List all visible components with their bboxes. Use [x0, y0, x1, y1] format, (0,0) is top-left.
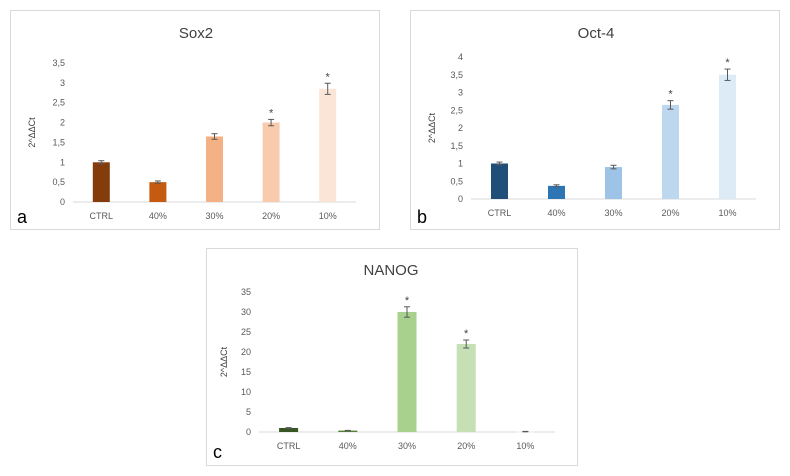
- nanog-y-tick-label: 35: [241, 287, 251, 297]
- oct4-x-tick-label: 10%: [718, 208, 736, 218]
- nanog-chart-panel: NANOG 2^ΔΔCt 0 5 10 15 20 25 30 35 CTRL 40% * 30% * 20%…: [206, 248, 578, 466]
- nanog-significance-marker: *: [405, 295, 410, 307]
- oct4-y-tick-label: 1: [458, 159, 463, 169]
- oct4-y-tick-label: 2: [458, 123, 463, 133]
- sox2-x-tick-label: 40%: [149, 211, 167, 221]
- oct4-bar: [662, 104, 679, 199]
- sox2-x-tick-label: CTRL: [90, 211, 114, 221]
- nanog-y-tick-label: 5: [246, 407, 251, 417]
- nanog-y-tick-label: 20: [241, 347, 251, 357]
- oct4-bar: [491, 163, 508, 199]
- panel-letter-a: a: [17, 207, 28, 227]
- sox2-y-tick-label: 0,5: [52, 177, 65, 187]
- oct4-chart-title: Oct-4: [578, 25, 615, 42]
- sox2-y-tick-label: 2,5: [52, 98, 65, 108]
- sox2-x-tick-label: 10%: [319, 211, 337, 221]
- oct4-x-tick-label: 40%: [547, 208, 565, 218]
- nanog-y-tick-label: 15: [241, 367, 251, 377]
- oct4-bar: [548, 185, 565, 199]
- sox2-significance-marker: *: [269, 107, 274, 119]
- oct4-y-tick-label: 0: [458, 194, 463, 204]
- sox2-y-tick-label: 1,5: [52, 137, 65, 147]
- sox2-bar: [149, 182, 167, 202]
- sox2-chart: Sox2 2^ΔΔCt 0 0,5 1 1,5 2 2,5 3 3,5 CTRL 40% 30% * 20%…: [27, 25, 356, 221]
- nanog-x-tick-label: 40%: [339, 441, 357, 451]
- sox2-y-tick-label: 3,5: [52, 58, 65, 68]
- oct4-x-tick-label: CTRL: [488, 208, 512, 218]
- sox2-y-axis-label: 2^ΔΔCt: [27, 117, 37, 148]
- oct4-significance-marker: *: [668, 89, 673, 101]
- nanog-x-tick-label: 10%: [516, 441, 534, 451]
- oct4-x-tick-label: 20%: [661, 208, 679, 218]
- sox2-significance-marker: *: [326, 71, 331, 83]
- sox2-y-tick-label: 1: [60, 157, 65, 167]
- nanog-y-tick-label: 30: [241, 307, 251, 317]
- oct4-y-tick-label: 3: [458, 88, 463, 98]
- nanog-y-tick-label: 25: [241, 327, 251, 337]
- nanog-chart-title: NANOG: [363, 262, 418, 279]
- oct4-bar: [605, 167, 622, 199]
- sox2-chart-title: Sox2: [179, 25, 213, 42]
- nanog-bar: [397, 312, 417, 432]
- sox2-x-tick-label: 30%: [205, 211, 223, 221]
- nanog-y-tick-label: 0: [246, 427, 251, 437]
- sox2-chart-panel: Sox2 2^ΔΔCt 0 0,5 1 1,5 2 2,5 3 3,5 CTRL 40% 30% * 20%…: [10, 10, 380, 230]
- nanog-bar: [279, 428, 299, 432]
- nanog-bar: [456, 344, 476, 432]
- sox2-bar: [262, 122, 280, 202]
- sox2-x-tick-label: 20%: [262, 211, 280, 221]
- nanog-x-tick-label: 20%: [457, 441, 475, 451]
- panel-letter-c: c: [213, 442, 222, 462]
- oct4-y-tick-label: 3,5: [450, 70, 463, 80]
- nanog-significance-marker: *: [464, 328, 469, 340]
- oct4-y-tick-label: 0,5: [450, 176, 463, 186]
- oct4-bar: [719, 74, 736, 199]
- sox2-bar: [319, 88, 337, 202]
- nanog-x-tick-label: CTRL: [277, 441, 301, 451]
- nanog-y-tick-label: 10: [241, 387, 251, 397]
- sox2-y-tick-label: 2: [60, 118, 65, 128]
- oct4-y-axis-label: 2^ΔΔCt: [427, 112, 437, 143]
- nanog-x-tick-label: 30%: [398, 441, 416, 451]
- sox2-y-tick-label: 0: [60, 197, 65, 207]
- nanog-y-axis-label: 2^ΔΔCt: [219, 346, 229, 377]
- oct4-y-tick-label: 4: [458, 52, 463, 62]
- panel-letter-b: b: [417, 207, 428, 227]
- oct4-y-tick-label: 2,5: [450, 105, 463, 115]
- oct4-y-tick-label: 1,5: [450, 141, 463, 151]
- sox2-bar: [92, 162, 110, 202]
- nanog-chart: NANOG 2^ΔΔCt 0 5 10 15 20 25 30 35 CTRL 40% * 30% * 20%…: [219, 262, 555, 451]
- sox2-bar: [206, 136, 223, 202]
- oct4-chart-panel: Oct-4 2^ΔΔCt 0 0,5 1 1,5 2 2,5 3 3,5 4 CTRL 40% 30% * 2…: [410, 10, 780, 230]
- oct4-x-tick-label: 30%: [604, 208, 622, 218]
- sox2-y-tick-label: 3: [60, 78, 65, 88]
- oct4-chart: Oct-4 2^ΔΔCt 0 0,5 1 1,5 2 2,5 3 3,5 4 CTRL 40% 30% * 2…: [427, 25, 756, 218]
- oct4-significance-marker: *: [725, 57, 730, 69]
